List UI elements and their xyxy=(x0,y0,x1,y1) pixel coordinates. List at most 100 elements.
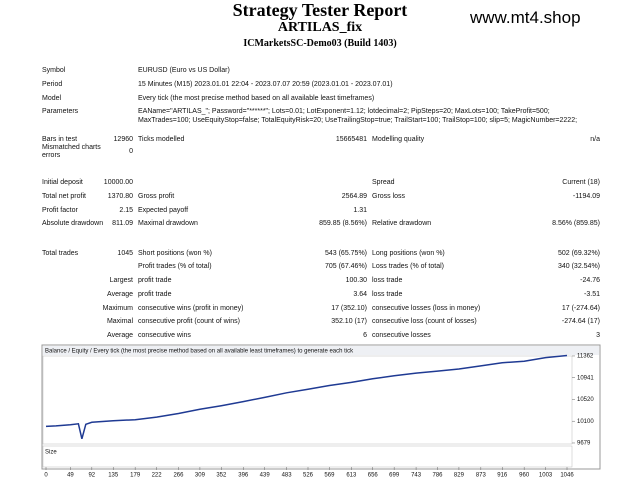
x-tick-label: 49 xyxy=(67,473,74,479)
report-title: Strategy Tester Report xyxy=(232,0,408,20)
y-tick-label: 10100 xyxy=(577,419,594,425)
x-tick-label: 960 xyxy=(519,473,530,479)
stat-label: Expected payoff xyxy=(138,207,189,214)
x-tick-label: 309 xyxy=(195,473,206,479)
x-tick-label: 786 xyxy=(432,473,443,479)
balance-line xyxy=(45,354,568,439)
x-tick-label: 829 xyxy=(454,473,465,479)
stat-value: 2.15 xyxy=(119,207,133,214)
stat-label: consecutive losses xyxy=(372,332,431,339)
stat-label: Relative drawdown xyxy=(372,220,432,227)
x-tick-label: 396 xyxy=(238,473,249,479)
site-url: www.mt4.shop xyxy=(470,8,581,27)
x-tick-label: 526 xyxy=(303,473,314,479)
x-tick-label: 613 xyxy=(346,473,357,479)
y-tick-label: 11362 xyxy=(577,354,594,360)
x-tick-label: 0 xyxy=(44,473,48,479)
size-panel xyxy=(42,445,573,468)
stat-value: Largest xyxy=(109,277,133,284)
stat-value: Maximum xyxy=(102,305,133,312)
x-tick-label: 352 xyxy=(216,473,227,479)
x-tick-label: 699 xyxy=(389,473,400,479)
stat-value: 1.31 xyxy=(353,207,367,214)
plot-area xyxy=(42,355,573,445)
stat-value: 811.09 xyxy=(112,220,133,227)
stat-value: 100.30 xyxy=(345,277,367,284)
stat-label: Long positions (won %) xyxy=(372,250,445,257)
ea-name: ARTILAS_fix xyxy=(277,20,363,35)
stat-value: 17 (-274.64) xyxy=(561,305,600,312)
stat-label: consecutive wins (profit in money) xyxy=(138,305,244,312)
stat-value: 1370.80 xyxy=(107,193,133,200)
x-tick-label: 1046 xyxy=(560,473,574,479)
stat-value: 0 xyxy=(129,148,133,155)
stat-label: consecutive wins xyxy=(138,332,191,339)
stat-value: 2564.89 xyxy=(341,193,367,200)
x-tick-label: 483 xyxy=(282,473,293,479)
stat-label: consecutive losses (loss in money) xyxy=(372,305,481,312)
stat-value: 6 xyxy=(363,332,367,339)
info-value: EAName="ARTILAS_"; Password="******"; Lo… xyxy=(138,108,550,115)
info-label: Symbol xyxy=(42,67,66,74)
stat-label: Bars in test xyxy=(42,136,78,143)
stat-value: 12960 xyxy=(113,136,133,143)
x-tick-label: 135 xyxy=(108,473,119,479)
stat-label: Profit trades (% of total) xyxy=(138,263,212,270)
x-tick-label: 743 xyxy=(411,473,422,479)
stat-label: Short positions (won %) xyxy=(138,250,212,257)
x-tick-label: 179 xyxy=(130,473,141,479)
stat-label: loss trade xyxy=(372,277,403,284)
chart-header xyxy=(43,346,599,355)
y-tick-label: 9679 xyxy=(577,441,591,447)
stat-label: Ticks modelled xyxy=(138,136,185,143)
info-value: MaxTrades=100; UseEquityStop=false; Tota… xyxy=(138,117,578,124)
size-label: Size xyxy=(45,450,57,456)
stat-label: consecutive loss (count of losses) xyxy=(372,318,477,325)
x-tick-label: 1003 xyxy=(539,473,553,479)
x-tick-label: 873 xyxy=(476,473,487,479)
info-value: EURUSD (Euro vs US Dollar) xyxy=(138,67,230,74)
stat-label: profit trade xyxy=(138,291,172,298)
stat-label: Maximal drawdown xyxy=(138,220,198,227)
x-tick-label: 916 xyxy=(497,473,508,479)
stat-value: 859.85 (8.56%) xyxy=(319,220,367,227)
stat-value: Average xyxy=(107,291,133,298)
stat-value: 17 (352.10) xyxy=(331,305,367,312)
stat-label: Profit factor xyxy=(42,207,78,214)
stat-value: Current (18) xyxy=(562,179,600,186)
chart-title: Balance / Equity / Every tick (the most … xyxy=(45,349,354,355)
stat-label: profit trade xyxy=(138,277,172,284)
y-tick-label: 10520 xyxy=(577,397,594,403)
stat-label: Initial deposit xyxy=(42,179,83,186)
stat-value: -274.64 (17) xyxy=(561,318,600,325)
x-tick-label: 266 xyxy=(173,473,184,479)
stat-value: 10000.00 xyxy=(103,179,133,186)
stat-value: 15665481 xyxy=(335,136,367,143)
stat-label: Spread xyxy=(372,179,395,186)
stat-value: Maximal xyxy=(106,318,133,325)
x-tick-label: 439 xyxy=(260,473,271,479)
stat-value: -24.76 xyxy=(580,277,600,284)
stat-value: -1194.09 xyxy=(572,193,600,200)
stat-value: 543 (65.75%) xyxy=(324,250,367,257)
x-tick-label: 92 xyxy=(88,473,95,479)
stat-value: 3 xyxy=(596,332,600,339)
stat-label: Modelling quality xyxy=(372,136,425,143)
info-label: Parameters xyxy=(42,108,79,115)
stat-label: Absolute drawdown xyxy=(42,220,104,227)
y-tick-label: 10941 xyxy=(577,375,594,381)
stat-value: Average xyxy=(107,332,133,339)
stat-value: 705 (67.46%) xyxy=(324,263,367,270)
stat-value: 352.10 (17) xyxy=(331,318,367,325)
stat-label: Mismatched charts errors xyxy=(42,144,101,159)
stat-value: 1045 xyxy=(117,250,133,257)
info-label: Period xyxy=(42,81,63,88)
stat-label: Loss trades (% of total) xyxy=(372,263,444,270)
info-value: Every tick (the most precise method base… xyxy=(138,95,375,102)
stat-label: Gross loss xyxy=(372,193,406,200)
stat-label: loss trade xyxy=(372,291,403,298)
stat-value: n/a xyxy=(590,136,600,143)
stat-value: 502 (69.32%) xyxy=(557,250,600,257)
